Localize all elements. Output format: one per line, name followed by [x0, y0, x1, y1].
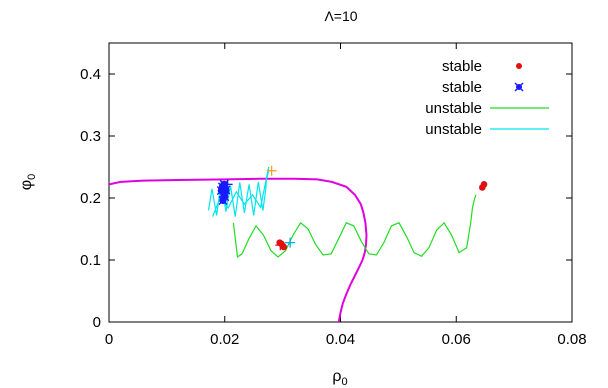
y-tick-label: 0	[93, 314, 101, 331]
y-axis-symbol: φ	[18, 180, 35, 190]
legend-label: stable	[442, 58, 482, 75]
stable-star-point	[216, 186, 226, 196]
annotation-cross	[275, 240, 286, 251]
x-tick-label: 0.06	[442, 331, 471, 348]
y-tick-label: 0.3	[80, 128, 101, 145]
legend-swatch-star	[514, 82, 524, 92]
legend-label: unstable	[425, 121, 482, 138]
legend-swatch-circle	[516, 63, 522, 69]
x-tick-label: 0.08	[557, 331, 586, 348]
legend-label: stable	[442, 79, 482, 96]
y-axis-title: φ0	[18, 174, 38, 191]
legend: stable stable unstable unstable	[425, 58, 549, 138]
stable-point	[478, 184, 486, 191]
annotation-cross	[266, 165, 277, 176]
y-tick-label: 0.1	[80, 252, 101, 269]
boundary-curve	[108, 177, 368, 323]
annotation-cross	[222, 179, 233, 190]
x-axis-title: ρ0	[332, 368, 347, 388]
y-axis: 0 0.1 0.2 0.3 0.4	[80, 66, 572, 331]
annotation-cross	[285, 237, 296, 248]
x-axis-subscript: 0	[341, 376, 347, 388]
x-tick-label: 0	[105, 331, 113, 348]
annotations	[222, 165, 296, 251]
y-tick-label: 0.2	[80, 190, 101, 207]
x-tick-label: 0.04	[326, 331, 355, 348]
series-line-3	[207, 166, 270, 217]
stable-star-point	[218, 195, 228, 205]
plot-area	[108, 166, 488, 323]
x-axis: 0 0.02 0.04 0.06 0.08	[105, 43, 587, 348]
y-tick-label: 0.4	[80, 66, 101, 83]
y-axis-subscript: 0	[26, 174, 38, 180]
x-axis-symbol: ρ	[332, 368, 341, 385]
x-tick-label: 0.02	[210, 331, 239, 348]
chart-title: Λ=10	[324, 8, 357, 24]
legend-label: unstable	[425, 100, 482, 117]
series-line-2	[232, 194, 477, 258]
plot-frame	[108, 42, 573, 323]
